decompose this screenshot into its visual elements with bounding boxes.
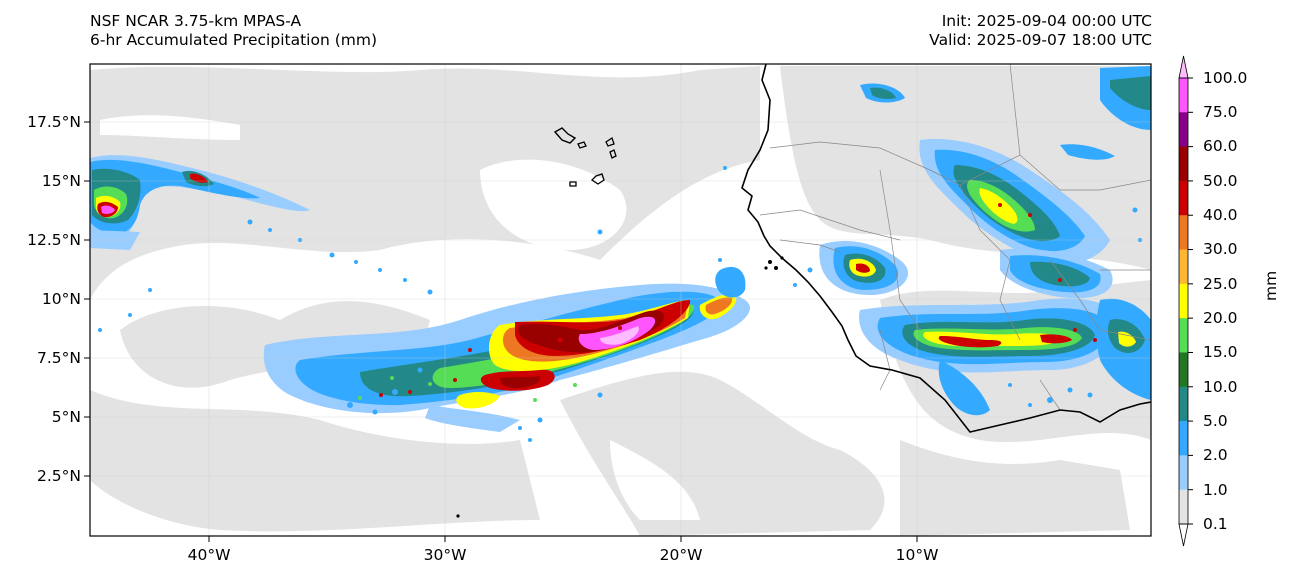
colorbar-swatch (1179, 146, 1188, 182)
rain-africa (793, 66, 1151, 416)
colorbar-swatch (1179, 249, 1188, 285)
colorbar-over-arrow (1178, 55, 1189, 79)
lat-tick-15: 15°N (41, 172, 81, 190)
map-title-right: Init: 2025-09-04 00:00 UTC Valid: 2025-0… (929, 12, 1152, 50)
colorbar-swatch (1179, 283, 1188, 319)
clear-gaps (100, 115, 700, 520)
rain-band-northwest (90, 155, 310, 250)
colorbar-swatch (1179, 318, 1188, 353)
cb-tick-15: 15.0 (1203, 343, 1238, 361)
lat-tick-7-5: 7.5°N (37, 349, 81, 367)
tick-marks (84, 121, 918, 542)
colorbar-swatch (1179, 455, 1188, 491)
country-borders (759, 64, 1151, 411)
colorbar-label: mm (1262, 270, 1280, 301)
coastline (553, 64, 1151, 433)
cb-tick-5: 5.0 (1203, 412, 1228, 430)
cb-tick-1: 1.0 (1203, 481, 1228, 499)
colorbar-swatch (1179, 386, 1188, 422)
colorbar (1178, 55, 1193, 547)
cb-tick-100: 100.0 (1203, 69, 1248, 87)
colorbar-swatch (1179, 215, 1188, 250)
colorbar-swatch (1179, 180, 1188, 216)
cb-tick-2: 2.0 (1203, 446, 1228, 464)
bijagos-islands (456, 256, 784, 518)
colorbar-swatch (1179, 489, 1188, 525)
map-area (90, 64, 1151, 536)
cb-tick-10: 10.0 (1203, 378, 1238, 396)
cb-tick-25: 25.0 (1203, 275, 1238, 293)
colorbar-under-arrow (1178, 523, 1189, 547)
map-frame (89, 63, 1152, 537)
lon-tick-40w: 40°W (187, 546, 231, 564)
colorbar-swatch (1179, 78, 1188, 113)
field-name: 6-hr Accumulated Precipitation (mm) (90, 31, 377, 49)
colorbar-swatch (1179, 421, 1188, 456)
map-title-left: NSF NCAR 3.75-km MPAS-A 6-hr Accumulated… (90, 12, 377, 50)
colorbar-swatch (1179, 112, 1188, 148)
valid-time: Valid: 2025-09-07 18:00 UTC (929, 31, 1152, 49)
lat-tick-17-5: 17.5°N (27, 113, 81, 131)
cb-tick-75: 75.0 (1203, 103, 1238, 121)
init-time: Init: 2025-09-04 00:00 UTC (941, 12, 1152, 30)
cb-tick-50: 50.0 (1203, 172, 1238, 190)
colorbar-frame (1178, 77, 1189, 525)
cb-tick-30: 30.0 (1203, 240, 1238, 258)
lat-tick-10: 10°N (41, 290, 81, 308)
lon-tick-20w: 20°W (659, 546, 703, 564)
colorbar-swatch (1179, 352, 1188, 388)
model-name: NSF NCAR 3.75-km MPAS-A (90, 12, 302, 30)
graticule (90, 64, 1151, 536)
lon-tick-30w: 30°W (423, 546, 467, 564)
lat-tick-5: 5°N (51, 408, 81, 426)
cb-tick-0-1: 0.1 (1203, 515, 1228, 533)
scattered-showers (98, 166, 727, 442)
cb-tick-40: 40.0 (1203, 206, 1238, 224)
cb-tick-20: 20.0 (1203, 309, 1238, 327)
lat-tick-2-5: 2.5°N (37, 467, 81, 485)
lat-tick-12-5: 12.5°N (27, 231, 81, 249)
rain-band-main (263, 266, 750, 432)
cb-tick-60: 60.0 (1203, 137, 1238, 155)
lon-tick-10w: 10°W (895, 546, 939, 564)
